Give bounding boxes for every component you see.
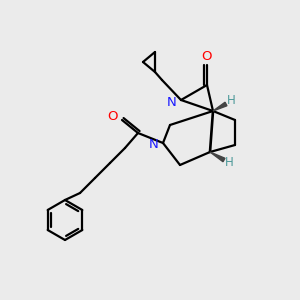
Text: H: H [225, 155, 233, 169]
Polygon shape [213, 102, 227, 111]
Text: N: N [167, 95, 177, 109]
Text: O: O [108, 110, 118, 124]
Text: H: H [226, 94, 236, 107]
Polygon shape [210, 152, 225, 162]
Text: N: N [149, 139, 159, 152]
Text: O: O [202, 50, 212, 62]
